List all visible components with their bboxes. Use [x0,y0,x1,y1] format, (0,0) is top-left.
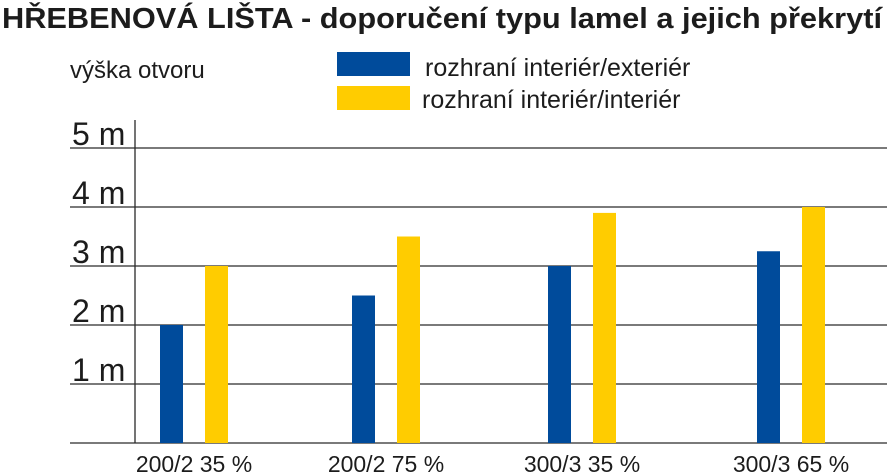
x-category-label: 200/2 75 % [328,451,444,475]
bars [160,207,825,443]
legend-swatch-interior-exterior [337,52,410,76]
x-category-label: 300/3 65 % [733,451,849,475]
x-category-labels: 200/2 35 % 200/2 75 % 300/3 35 % 300/3 6… [136,451,849,475]
y-tick-label: 4 m [72,175,125,211]
legend-label-interior-exterior: rozhraní interiér/exteriér [425,54,690,82]
y-tick-label: 3 m [72,234,125,270]
legend-label-interior-interior: rozhraní interiér/interiér [422,86,680,114]
y-tick-label: 5 m [72,116,125,152]
y-tick-label: 2 m [72,293,125,329]
x-category-label: 200/2 35 % [136,451,252,475]
bar-interior-exterior-2 [352,295,375,443]
y-tick-labels: 5 m 4 m 3 m 2 m 1 m [72,116,125,388]
bar-interior-exterior-1 [160,325,183,443]
x-category-label: 300/3 35 % [524,451,640,475]
bar-interior-interior-2 [397,236,420,443]
legend: rozhraní interiér/exteriér rozhraní inte… [337,52,690,114]
bar-interior-exterior-3 [548,266,571,443]
bar-interior-interior-3 [593,212,616,443]
bar-interior-interior-1 [205,266,228,443]
bar-interior-exterior-4 [757,251,780,443]
y-tick-label: 1 m [72,352,125,388]
legend-swatch-interior-interior [337,86,410,110]
bar-interior-interior-4 [802,207,825,443]
chart-title: HŘEBENOVÁ LIŠTA - doporučení typu lamel … [2,1,883,35]
y-axis-label: výška otvoru [70,57,205,84]
